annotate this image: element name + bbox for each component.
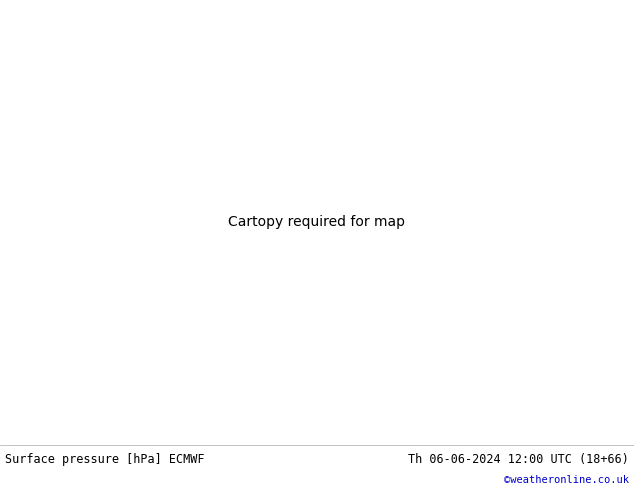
Text: Th 06-06-2024 12:00 UTC (18+66): Th 06-06-2024 12:00 UTC (18+66) xyxy=(408,453,629,466)
Text: Cartopy required for map: Cartopy required for map xyxy=(228,215,406,229)
Text: Surface pressure [hPa] ECMWF: Surface pressure [hPa] ECMWF xyxy=(5,453,205,466)
Text: ©weatheronline.co.uk: ©weatheronline.co.uk xyxy=(504,475,629,485)
